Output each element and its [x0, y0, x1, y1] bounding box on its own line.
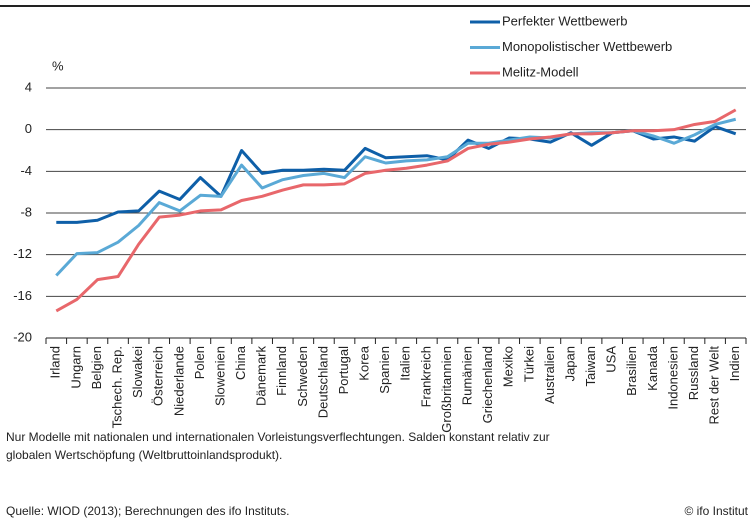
x-tick-label: Schweden [295, 346, 310, 407]
x-tick-label: Irland [48, 346, 63, 379]
y-axis-label: % [52, 58, 64, 73]
x-tick-label: Türkei [521, 346, 536, 382]
y-tick-label: 0 [25, 121, 32, 136]
x-tick-label: Brasilien [624, 346, 639, 396]
x-tick-label: Taiwan [583, 346, 598, 386]
note: globalen Wertschöpfung (Weltbruttoinland… [6, 448, 282, 462]
x-tick-label: Polen [192, 346, 207, 379]
x-tick-label: Kanada [645, 345, 660, 391]
x-tick-label: Finnland [274, 346, 289, 396]
x-tick-label: Österreich [151, 346, 166, 406]
x-tick-label: Niederlande [171, 346, 186, 416]
series-line [56, 125, 737, 224]
y-tick-label: -16 [13, 288, 32, 303]
legend-label: Monopolistischer Wettbewerb [502, 39, 672, 54]
x-tick-label: Deutschland [315, 346, 330, 418]
x-tick-label: Frankreich [418, 346, 433, 407]
x-tick-label: Indien [727, 346, 742, 381]
x-tick-label: Großbritannien [439, 346, 454, 433]
y-tick-label: -4 [20, 163, 32, 178]
note: Nur Modelle mit nationalen und internati… [6, 430, 550, 444]
x-tick-label: Rumänien [459, 346, 474, 405]
x-tick-label: Slowenien [212, 346, 227, 406]
x-tick-label: Belgien [89, 346, 104, 389]
x-tick-label: Griechenland [480, 346, 495, 423]
x-tick-label: Dänemark [254, 346, 269, 406]
x-tick-label: Japan [562, 346, 577, 381]
series-line [55, 117, 737, 277]
x-tick-label: Tschech. Rep. [109, 346, 124, 428]
x-tick-label: Spanien [377, 346, 392, 394]
x-tick-label: China [233, 345, 248, 380]
source: Quelle: WIOD (2013); Berechnungen des if… [6, 504, 289, 518]
series-line [55, 108, 737, 313]
x-tick-label: USA [604, 346, 619, 373]
x-tick-label: Portugal [336, 346, 351, 395]
legend-label: Perfekter Wettbewerb [502, 13, 627, 28]
x-tick-label: Slowakei [130, 346, 145, 398]
y-tick-label: 4 [25, 79, 32, 94]
y-tick-label: -8 [20, 204, 32, 219]
legend-label: Melitz-Modell [502, 64, 579, 79]
y-tick-label: -12 [13, 246, 32, 261]
x-tick-label: Ungarn [68, 346, 83, 389]
x-tick-label: Mexiko [501, 346, 516, 387]
x-tick-label: Italien [398, 346, 413, 381]
y-tick-label: -20 [13, 329, 32, 344]
x-tick-label: Indonesien [665, 346, 680, 410]
x-tick-label: Australien [542, 346, 557, 404]
x-tick-label: Russland [686, 346, 701, 400]
copyright: © ifo Institut [684, 504, 748, 518]
x-tick-label: Rest der Welt [707, 346, 722, 425]
x-tick-label: Korea [357, 345, 372, 380]
